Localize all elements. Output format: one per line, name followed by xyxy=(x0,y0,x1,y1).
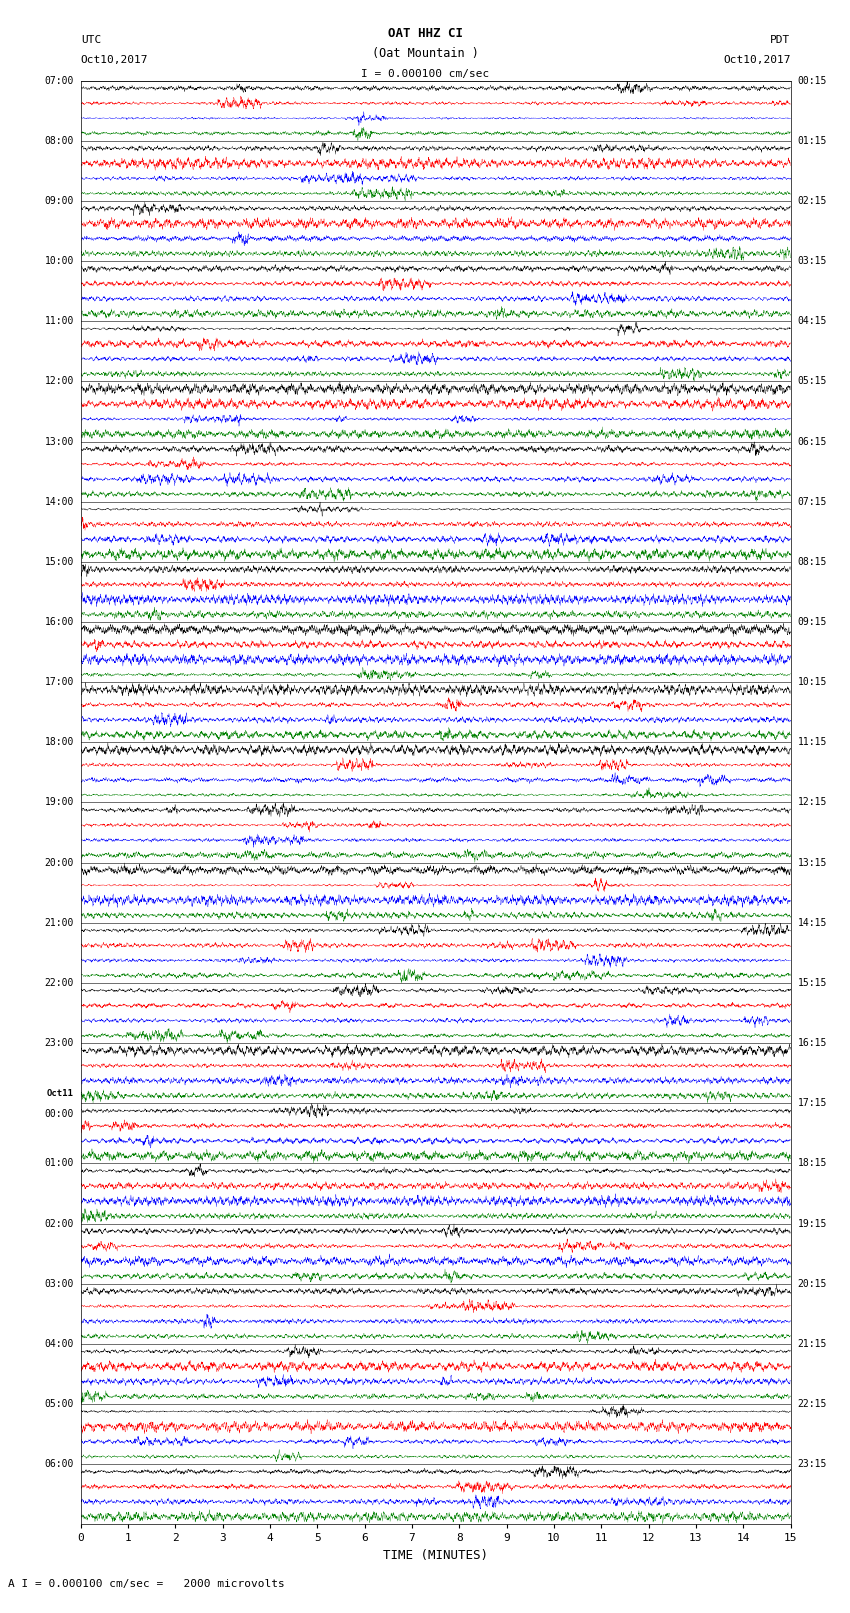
Text: Oct10,2017: Oct10,2017 xyxy=(723,55,791,65)
Text: 17:15: 17:15 xyxy=(797,1098,827,1108)
Text: 18:00: 18:00 xyxy=(44,737,74,747)
Text: 13:15: 13:15 xyxy=(797,858,827,868)
Text: 06:15: 06:15 xyxy=(797,437,827,447)
Text: 03:00: 03:00 xyxy=(44,1279,74,1289)
Text: 21:15: 21:15 xyxy=(797,1339,827,1348)
Text: 04:00: 04:00 xyxy=(44,1339,74,1348)
Text: 01:15: 01:15 xyxy=(797,135,827,145)
Text: 19:15: 19:15 xyxy=(797,1218,827,1229)
Text: 18:15: 18:15 xyxy=(797,1158,827,1168)
Text: Oct10,2017: Oct10,2017 xyxy=(81,55,148,65)
Text: 01:00: 01:00 xyxy=(44,1158,74,1168)
Text: 02:15: 02:15 xyxy=(797,195,827,206)
Text: 17:00: 17:00 xyxy=(44,677,74,687)
Text: 12:00: 12:00 xyxy=(44,376,74,387)
Text: 20:15: 20:15 xyxy=(797,1279,827,1289)
Text: 13:00: 13:00 xyxy=(44,437,74,447)
Text: 20:00: 20:00 xyxy=(44,858,74,868)
Text: 03:15: 03:15 xyxy=(797,256,827,266)
Text: 23:00: 23:00 xyxy=(44,1039,74,1048)
Text: 09:00: 09:00 xyxy=(44,195,74,206)
Text: (Oat Mountain ): (Oat Mountain ) xyxy=(371,47,479,60)
Text: 14:00: 14:00 xyxy=(44,497,74,506)
Text: 08:00: 08:00 xyxy=(44,135,74,145)
Text: 22:00: 22:00 xyxy=(44,977,74,987)
Text: 16:00: 16:00 xyxy=(44,618,74,627)
Text: I = 0.000100 cm/sec: I = 0.000100 cm/sec xyxy=(361,69,489,79)
Text: 15:15: 15:15 xyxy=(797,977,827,987)
Text: 23:15: 23:15 xyxy=(797,1460,827,1469)
X-axis label: TIME (MINUTES): TIME (MINUTES) xyxy=(383,1548,488,1561)
Text: 19:00: 19:00 xyxy=(44,797,74,808)
Text: 21:00: 21:00 xyxy=(44,918,74,927)
Text: 08:15: 08:15 xyxy=(797,556,827,566)
Text: OAT HHZ CI: OAT HHZ CI xyxy=(388,27,462,40)
Text: 07:15: 07:15 xyxy=(797,497,827,506)
Text: 10:15: 10:15 xyxy=(797,677,827,687)
Text: 15:00: 15:00 xyxy=(44,556,74,566)
Text: 00:15: 00:15 xyxy=(797,76,827,85)
Text: 10:00: 10:00 xyxy=(44,256,74,266)
Text: 06:00: 06:00 xyxy=(44,1460,74,1469)
Text: 16:15: 16:15 xyxy=(797,1039,827,1048)
Text: PDT: PDT xyxy=(770,35,790,45)
Text: 00:00: 00:00 xyxy=(44,1108,74,1119)
Text: A I = 0.000100 cm/sec =   2000 microvolts: A I = 0.000100 cm/sec = 2000 microvolts xyxy=(8,1579,286,1589)
Text: 05:00: 05:00 xyxy=(44,1398,74,1410)
Text: 04:15: 04:15 xyxy=(797,316,827,326)
Text: 12:15: 12:15 xyxy=(797,797,827,808)
Text: 14:15: 14:15 xyxy=(797,918,827,927)
Text: 22:15: 22:15 xyxy=(797,1398,827,1410)
Text: 11:00: 11:00 xyxy=(44,316,74,326)
Text: 07:00: 07:00 xyxy=(44,76,74,85)
Text: 02:00: 02:00 xyxy=(44,1218,74,1229)
Text: UTC: UTC xyxy=(81,35,101,45)
Text: 11:15: 11:15 xyxy=(797,737,827,747)
Text: 09:15: 09:15 xyxy=(797,618,827,627)
Text: 05:15: 05:15 xyxy=(797,376,827,387)
Text: Oct11: Oct11 xyxy=(47,1089,74,1098)
